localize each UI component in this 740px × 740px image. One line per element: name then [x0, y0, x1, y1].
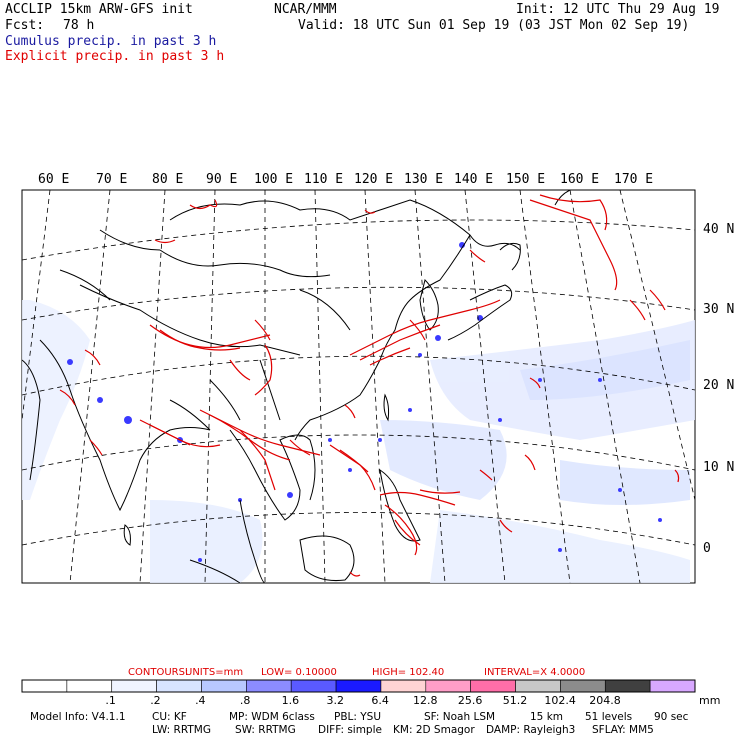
colorbar-tick-label: 1.6 — [281, 694, 300, 707]
model-info-timestep: 90 sec — [654, 711, 689, 723]
lon-label: 130 E — [404, 172, 444, 187]
forecast-hour: 78 h — [63, 18, 95, 33]
model-title: ACCLIP 15km ARW-GFS init — [5, 2, 193, 17]
colorbar-tick-label: 12.8 — [413, 694, 438, 707]
model-info-mp: MP: WDM 6class — [229, 711, 315, 723]
colorbar-tick-label: 3.2 — [326, 694, 344, 707]
colorbar-tick-label: 204.8 — [589, 694, 621, 707]
legend-cumulus: Cumulus precip. in past 3 h — [5, 34, 217, 49]
coastlines — [22, 190, 571, 583]
colorbar-swatch — [470, 679, 516, 693]
colorbar-tick-label: 25.6 — [457, 694, 483, 707]
colorbar-tick-label: 6.4 — [371, 694, 389, 707]
lon-label: 170 E — [614, 172, 654, 187]
colorbar-swatch — [246, 679, 292, 693]
colorbar-swatch — [604, 679, 651, 693]
lat-label: 20 N — [703, 378, 735, 393]
model-info-pbl: PBL: YSU — [334, 711, 382, 723]
legend-explicit: Explicit precip. in past 3 h — [5, 49, 225, 64]
lon-label: 150 E — [506, 172, 546, 187]
lon-label: 160 E — [560, 172, 600, 187]
colorbar-swatch — [335, 679, 382, 693]
colorbar-swatch — [649, 679, 696, 693]
colorbar-swatch — [201, 679, 247, 693]
model-info-km: KM: 2D Smagor — [393, 724, 475, 736]
model-info-sw: SW: RRTMG — [235, 724, 296, 736]
forecast-label: Fcst: — [5, 18, 45, 33]
colorbar-swatch — [380, 679, 427, 693]
contours-high: HIGH= 102.40 — [372, 667, 445, 678]
colorbar-tick-label: .4 — [195, 694, 206, 707]
lon-label: 70 E — [96, 172, 128, 187]
contours-interval: INTERVAL=X 4.0000 — [484, 667, 586, 678]
model-info-cu: CU: KF — [152, 711, 187, 723]
model-info-resolution: 15 km — [530, 711, 564, 723]
org-title: NCAR/MMM — [274, 2, 337, 17]
lon-label: 110 E — [304, 172, 344, 187]
colorbar-swatch — [21, 679, 68, 693]
colorbar-swatch — [156, 679, 202, 693]
colorbar-swatch — [111, 679, 157, 693]
contours-low: LOW= 0.10000 — [261, 667, 337, 678]
model-info-version: Model Info: V4.1.1 — [30, 711, 126, 723]
colorbar-tick-label: .2 — [150, 694, 161, 707]
model-info-diff: DIFF: simple — [318, 724, 382, 736]
colorbar-swatch — [515, 679, 561, 693]
colorbar-unit: mm — [699, 694, 721, 707]
graticule — [22, 190, 695, 583]
model-info-sflay: SFLAY: MM5 — [592, 724, 654, 736]
colorbar-tick-label: .1 — [105, 694, 116, 707]
colorbar-tick-label: .8 — [239, 694, 251, 707]
colorbar-swatch — [560, 679, 606, 693]
lon-label: 80 E — [152, 172, 184, 187]
valid-time: Valid: 18 UTC Sun 01 Sep 19 (03 JST Mon … — [298, 18, 690, 33]
lat-label: 40 N — [703, 222, 735, 237]
lat-label: 10 N — [703, 460, 735, 475]
lon-label: 120 E — [354, 172, 394, 187]
model-info-levels: 51 levels — [585, 711, 633, 723]
explicit-precip-contours — [59, 194, 680, 577]
colorbar-tick-label: 51.2 — [502, 694, 528, 707]
init-time: Init: 12 UTC Thu 29 Aug 19 — [516, 2, 720, 17]
colorbar-swatch — [425, 679, 471, 693]
model-info-damp: DAMP: Rayleigh3 — [486, 724, 576, 736]
colorbar-swatch — [66, 679, 113, 693]
lon-label: 90 E — [206, 172, 238, 187]
contours-units: UNITS=mm — [185, 667, 244, 678]
contours-label: CONTOURS: — [128, 667, 189, 678]
lat-label: 0 — [703, 541, 711, 556]
lon-label: 140 E — [454, 172, 494, 187]
model-info-sf: SF: Noah LSM — [424, 711, 496, 723]
lon-label: 100 E — [254, 172, 294, 187]
model-info-lw: LW: RRTMG — [152, 724, 211, 736]
colorbar-swatch — [290, 679, 337, 693]
colorbar-tick-label: 102.4 — [544, 694, 576, 707]
lon-label: 60 E — [38, 172, 70, 187]
lat-label: 30 N — [703, 302, 735, 317]
